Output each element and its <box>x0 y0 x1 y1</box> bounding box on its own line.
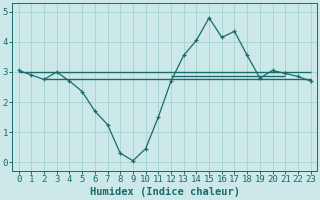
X-axis label: Humidex (Indice chaleur): Humidex (Indice chaleur) <box>90 187 240 197</box>
